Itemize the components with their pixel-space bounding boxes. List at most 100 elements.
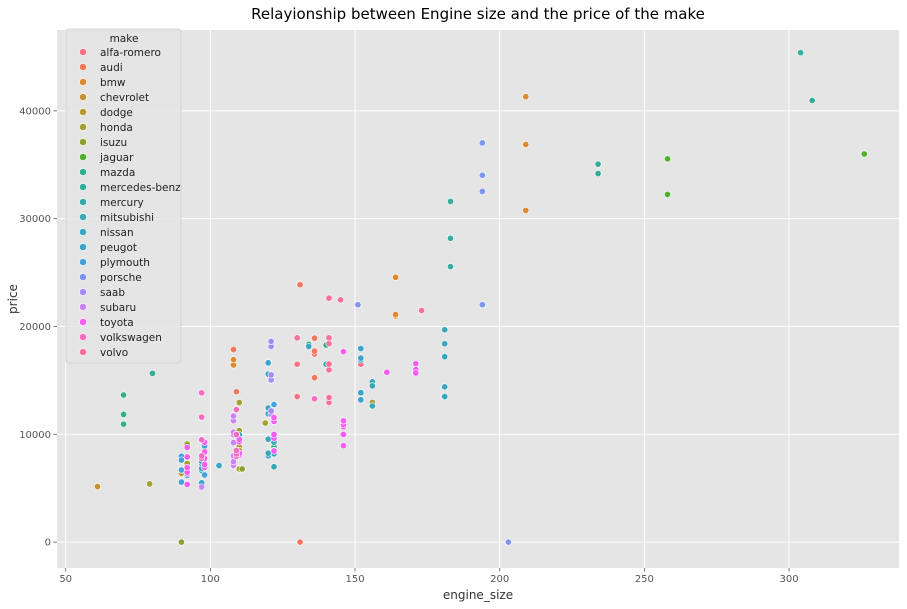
legend-marker-volvo <box>79 348 87 356</box>
y-axis-title: price <box>6 284 20 314</box>
legend-marker-honda <box>79 123 87 131</box>
data-point-plymouth <box>177 478 185 486</box>
data-point-bmw <box>392 311 400 319</box>
data-point-plymouth <box>201 471 209 479</box>
data-point-mercedes-benz <box>447 263 455 271</box>
data-point-alfa-romero <box>293 393 301 401</box>
legend-marker-saab <box>79 288 87 296</box>
legend-marker-isuzu <box>79 138 87 146</box>
legend-marker-nissan <box>79 228 87 236</box>
data-point-volkswagen <box>198 436 206 444</box>
legend-marker-mercedes-benz <box>79 183 87 191</box>
data-point-mercedes-benz <box>808 97 816 105</box>
data-point-subaru <box>230 412 238 420</box>
data-point-saab <box>267 337 275 345</box>
data-point-audi <box>296 538 304 546</box>
data-point-honda <box>235 399 243 407</box>
legend-marker-chevrolet <box>79 93 87 101</box>
data-point-audi <box>311 374 319 382</box>
y-tick-label: 10000 <box>19 430 51 441</box>
legend-label-alfa-romero: alfa-romero <box>100 47 161 59</box>
data-point-toyota <box>339 348 347 356</box>
data-point-peugot <box>264 359 272 367</box>
data-point-nissan <box>264 435 272 443</box>
data-point-toyota <box>270 430 278 438</box>
legend-label-audi: audi <box>100 62 123 74</box>
data-point-isuzu <box>177 538 185 546</box>
legend-marker-dodge <box>79 108 87 116</box>
chart-title: Relayionship between Engine size and the… <box>251 5 705 23</box>
data-point-plymouth <box>177 466 185 474</box>
data-point-audi <box>230 346 238 354</box>
data-point-porsche <box>354 301 362 309</box>
data-point-jaguar <box>664 190 672 198</box>
legend-label-dodge: dodge <box>100 107 133 119</box>
data-point-mercedes-benz <box>447 234 455 242</box>
data-point-mercedes-benz <box>594 160 602 168</box>
data-point-subaru <box>198 483 206 491</box>
data-point-mazda <box>120 391 128 399</box>
data-point-audi <box>311 347 319 355</box>
legend-label-volkswagen: volkswagen <box>100 332 162 344</box>
data-point-volvo <box>325 360 333 368</box>
x-tick-label: 250 <box>635 574 654 585</box>
data-point-volkswagen <box>311 395 319 403</box>
legend-marker-jaguar <box>79 153 87 161</box>
y-tick-label: 30000 <box>19 214 51 225</box>
data-point-volvo <box>325 334 333 342</box>
plot-area <box>57 30 899 568</box>
data-point-bmw <box>522 93 530 101</box>
data-point-mitsubishi <box>368 402 376 410</box>
data-point-toyota <box>339 430 347 438</box>
data-point-toyota <box>201 461 209 469</box>
x-tick-label: 150 <box>345 574 364 585</box>
data-point-nissan <box>441 393 449 401</box>
data-point-mazda <box>148 369 156 377</box>
data-point-toyota <box>270 414 278 422</box>
x-tick-label: 300 <box>780 574 799 585</box>
x-tick-label: 200 <box>490 574 509 585</box>
data-point-toyota <box>339 417 347 425</box>
legend-marker-mitsubishi <box>79 213 87 221</box>
legend-label-jaguar: jaguar <box>99 152 134 164</box>
legend-label-mitsubishi: mitsubishi <box>100 212 154 224</box>
data-point-mitsubishi <box>270 463 278 471</box>
data-point-saab <box>267 407 275 415</box>
legend-label-nissan: nissan <box>100 227 134 239</box>
data-point-mercedes-benz <box>447 197 455 205</box>
data-point-peugot <box>357 389 365 397</box>
legend-label-mercedes-benz: mercedes-benz <box>100 182 181 194</box>
legend-marker-bmw <box>79 78 87 86</box>
data-point-toyota <box>183 464 191 472</box>
data-point-volkswagen <box>198 413 206 421</box>
data-point-honda <box>261 419 269 427</box>
data-point-volkswagen <box>232 431 240 439</box>
data-point-nissan <box>264 449 272 457</box>
legend-marker-mazda <box>79 168 87 176</box>
legend-label-isuzu: isuzu <box>100 137 127 149</box>
data-point-porsche <box>504 538 512 546</box>
data-point-mitsubishi <box>368 382 376 390</box>
legend-marker-toyota <box>79 318 87 326</box>
data-point-toyota <box>339 442 347 450</box>
legend-items: alfa-romero audi bmw chevrolet dodge honda isu… <box>79 47 181 359</box>
data-point-toyota <box>183 453 191 461</box>
data-point-jaguar <box>664 155 672 163</box>
data-point-mercedes-benz <box>594 170 602 178</box>
data-point-volvo <box>418 306 426 314</box>
data-point-porsche <box>478 171 486 179</box>
legend-label-peugot: peugot <box>100 242 137 254</box>
data-point-volkswagen <box>198 389 206 397</box>
legend-marker-mercury <box>79 198 87 206</box>
data-point-toyota <box>412 369 420 377</box>
data-point-toyota <box>412 360 420 368</box>
data-point-bmw <box>522 141 530 149</box>
data-point-toyota <box>183 480 191 488</box>
y-tick-label: 20000 <box>19 322 51 333</box>
legend-label-saab: saab <box>100 287 125 299</box>
y-axis-ticks: 0 10000 20000 30000 40000 <box>19 106 57 549</box>
y-tick-label: 40000 <box>19 106 51 117</box>
gridlines <box>57 30 899 568</box>
data-point-subaru <box>230 439 238 447</box>
